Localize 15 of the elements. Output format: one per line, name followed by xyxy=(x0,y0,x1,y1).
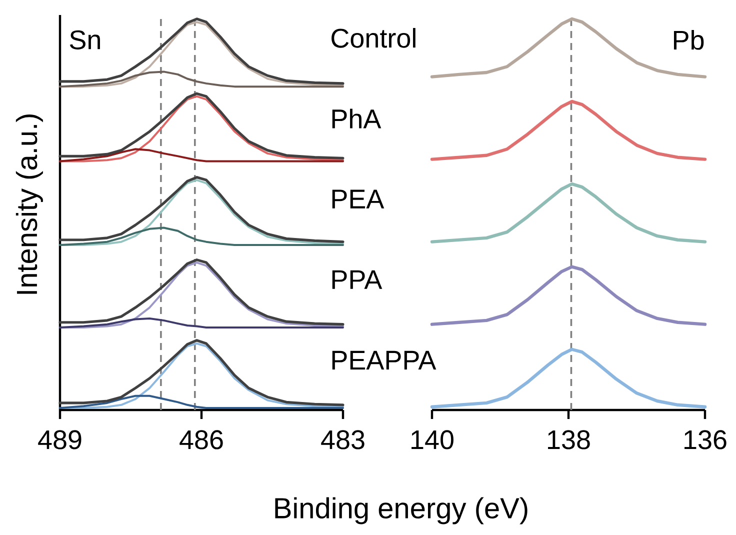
annotation: PPA xyxy=(332,270,382,289)
annotation: Sn xyxy=(70,30,100,50)
annotation: PEAPPA xyxy=(332,350,436,370)
annotation: Pb xyxy=(674,30,704,50)
x-tick-label: 489 xyxy=(38,430,82,450)
x-tick-label: 140 xyxy=(412,430,454,450)
y-axis-title: Intensity (a.u.) xyxy=(16,114,43,294)
annotation: Control xyxy=(332,28,416,48)
x-tick-label: 136 xyxy=(684,430,726,450)
x-tick-label: 138 xyxy=(548,430,590,450)
x-axis-title: Binding energy (eV) xyxy=(275,497,528,524)
annotation: PEA xyxy=(332,190,384,208)
x-tick-label: 483 xyxy=(321,430,364,450)
x-tick-label: 486 xyxy=(180,430,223,450)
annotation: PhA xyxy=(332,108,382,128)
